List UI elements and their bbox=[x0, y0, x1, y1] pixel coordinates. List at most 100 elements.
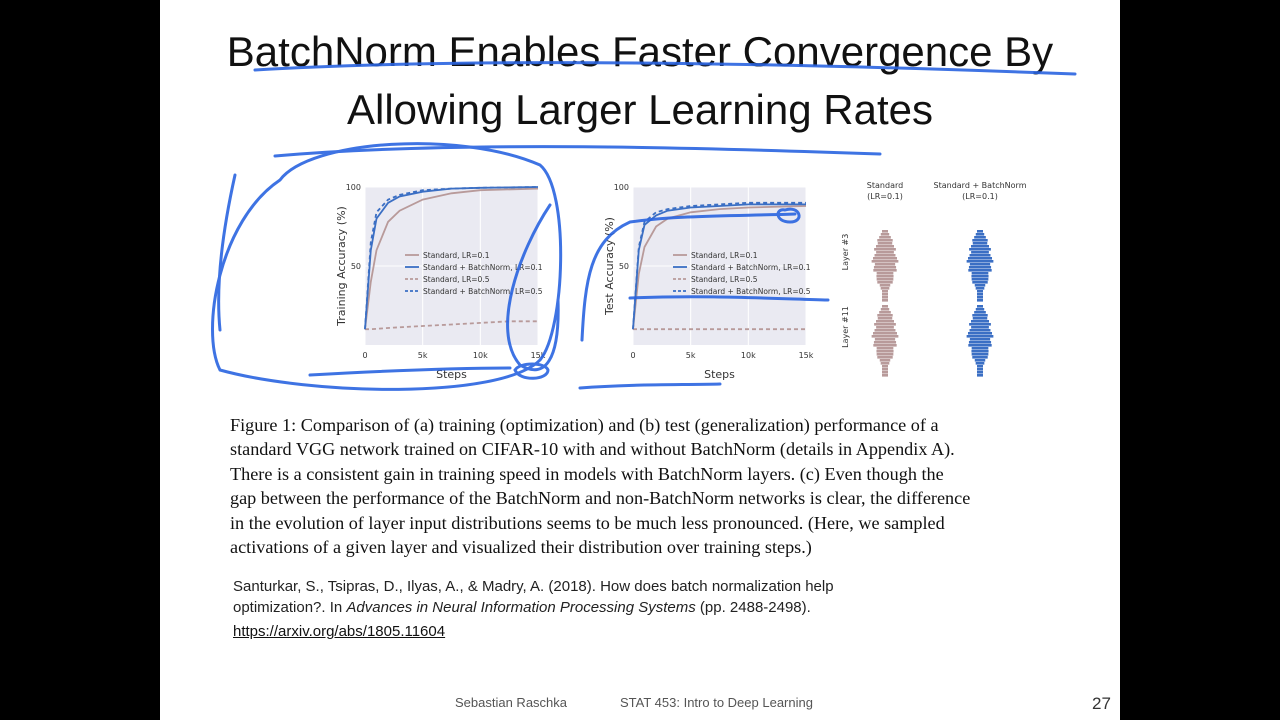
x-axis-label: Steps bbox=[436, 368, 467, 381]
histogram-bar bbox=[882, 230, 888, 233]
histogram-bar bbox=[876, 326, 894, 329]
histogram-bar bbox=[969, 248, 991, 251]
histogram-bar bbox=[872, 257, 898, 260]
reference-journal: Advances in Neural Information Processin… bbox=[346, 599, 696, 616]
histogram-bar bbox=[966, 260, 994, 263]
histogram-bar bbox=[975, 287, 985, 290]
legend-label: Standard + BatchNorm, LR=0.5 bbox=[423, 287, 543, 296]
histogram-bar bbox=[968, 266, 992, 269]
column-label-lr: (LR=0.1) bbox=[867, 192, 903, 201]
histogram-bar bbox=[977, 365, 983, 368]
x-axis-label: Steps bbox=[704, 368, 735, 381]
column-label-lr: (LR=0.1) bbox=[962, 192, 998, 201]
histogram-bar bbox=[876, 272, 894, 275]
histogram-bar bbox=[877, 356, 893, 359]
histogram-bar bbox=[975, 362, 985, 365]
x-tick-label: 5k bbox=[418, 351, 428, 360]
histogram-bar bbox=[875, 245, 895, 248]
x-tick-label: 15k bbox=[799, 351, 814, 360]
histogram-bar bbox=[970, 245, 990, 248]
y-tick-label: 100 bbox=[614, 183, 629, 192]
histogram-bar bbox=[972, 242, 988, 245]
histogram-bar bbox=[971, 347, 989, 350]
reference-suffix: (pp. 2488-2498). bbox=[695, 599, 811, 616]
histogram-bar bbox=[874, 254, 896, 257]
caption-line: gap between the performance of the Batch… bbox=[230, 488, 971, 509]
histogram-bar bbox=[967, 332, 993, 335]
row-label: Layer #3 bbox=[841, 234, 850, 271]
histogram-bar bbox=[876, 275, 894, 278]
histogram-bar bbox=[882, 290, 888, 293]
legend-label: Standard + BatchNorm, LR=0.5 bbox=[691, 287, 811, 296]
histogram-bar bbox=[974, 359, 986, 362]
reference-line-1: Santurkar, S., Tsipras, D., Ilyas, A., &… bbox=[233, 578, 834, 595]
histogram-bar bbox=[882, 365, 888, 368]
histogram-bar bbox=[882, 299, 888, 302]
histogram-bar bbox=[874, 263, 896, 266]
x-tick-label: 10k bbox=[741, 351, 756, 360]
histogram-bar bbox=[872, 332, 898, 335]
legend-label: Standard, LR=0.5 bbox=[423, 275, 490, 284]
y-axis-label: Training Accuracy (%) bbox=[335, 206, 348, 327]
x-tick-label: 10k bbox=[473, 351, 488, 360]
histogram-bar bbox=[967, 257, 993, 260]
histogram-bar bbox=[877, 317, 893, 320]
histogram-bar bbox=[874, 248, 896, 251]
histogram-bar bbox=[971, 251, 989, 254]
histogram-bar bbox=[879, 359, 891, 362]
page-number: 27 bbox=[1092, 694, 1111, 713]
histogram-bar bbox=[968, 269, 992, 272]
histogram-bar bbox=[969, 338, 991, 341]
figure-caption: Figure 1: Comparison of (a) training (op… bbox=[230, 413, 1080, 559]
histogram-bar bbox=[977, 299, 983, 302]
legend-label: Standard, LR=0.1 bbox=[691, 251, 758, 260]
histogram-bar bbox=[977, 371, 983, 374]
histogram-bar bbox=[969, 254, 991, 257]
histogram-bar bbox=[974, 284, 986, 287]
histogram-bar bbox=[972, 239, 988, 242]
caption-line: in the evolution of layer input distribu… bbox=[230, 512, 945, 533]
row-label: Layer #11 bbox=[841, 306, 850, 348]
histogram-bar bbox=[879, 236, 891, 239]
histogram-bar bbox=[972, 281, 988, 284]
histogram-bar bbox=[977, 305, 983, 308]
y-axis-label: Test Accuracy (%) bbox=[603, 217, 616, 316]
y-tick-label: 50 bbox=[351, 262, 361, 271]
reference-link[interactable]: https://arxiv.org/abs/1805.11604 bbox=[233, 623, 446, 640]
histogram-bar bbox=[972, 317, 988, 320]
y-tick-label: 100 bbox=[346, 183, 361, 192]
histogram-bar bbox=[971, 326, 989, 329]
histogram-bar bbox=[977, 368, 983, 371]
layer-histogram bbox=[871, 230, 899, 302]
x-tick-label: 5k bbox=[686, 351, 696, 360]
histogram-bar bbox=[970, 320, 990, 323]
histogram-bar bbox=[882, 296, 888, 299]
histogram-bar bbox=[972, 356, 988, 359]
histogram-bar bbox=[977, 296, 983, 299]
histogram-bar bbox=[882, 368, 888, 371]
histogram-bar bbox=[977, 230, 983, 233]
histogram-bar bbox=[971, 350, 989, 353]
slide-title-line-1: BatchNorm Enables Faster Convergence By bbox=[226, 28, 1054, 75]
histogram-bar bbox=[971, 272, 989, 275]
caption-line: There is a consistent gain in training s… bbox=[230, 463, 944, 484]
histogram-bar bbox=[873, 341, 897, 344]
histogram-bar bbox=[969, 323, 991, 326]
reference-prefix: optimization?. In bbox=[233, 599, 347, 616]
legend-label: Standard, LR=0.5 bbox=[691, 275, 758, 284]
reference-line-2: optimization?. In Advances in Neural Inf… bbox=[233, 599, 811, 616]
slide: BatchNorm Enables Faster Convergence By … bbox=[160, 0, 1120, 720]
histogram-bar bbox=[876, 353, 894, 356]
histogram-bar bbox=[876, 278, 894, 281]
histogram-bar bbox=[882, 305, 888, 308]
layer-histogram bbox=[966, 230, 994, 302]
histogram-bar bbox=[879, 311, 891, 314]
x-tick-label: 0 bbox=[362, 351, 367, 360]
histogram-bar bbox=[971, 275, 989, 278]
histogram-bar bbox=[871, 260, 899, 263]
histogram-bar bbox=[873, 266, 897, 269]
histogram-bar bbox=[977, 290, 983, 293]
histogram-bar bbox=[880, 233, 890, 236]
histogram-bar bbox=[882, 371, 888, 374]
histogram-bar bbox=[876, 347, 894, 350]
